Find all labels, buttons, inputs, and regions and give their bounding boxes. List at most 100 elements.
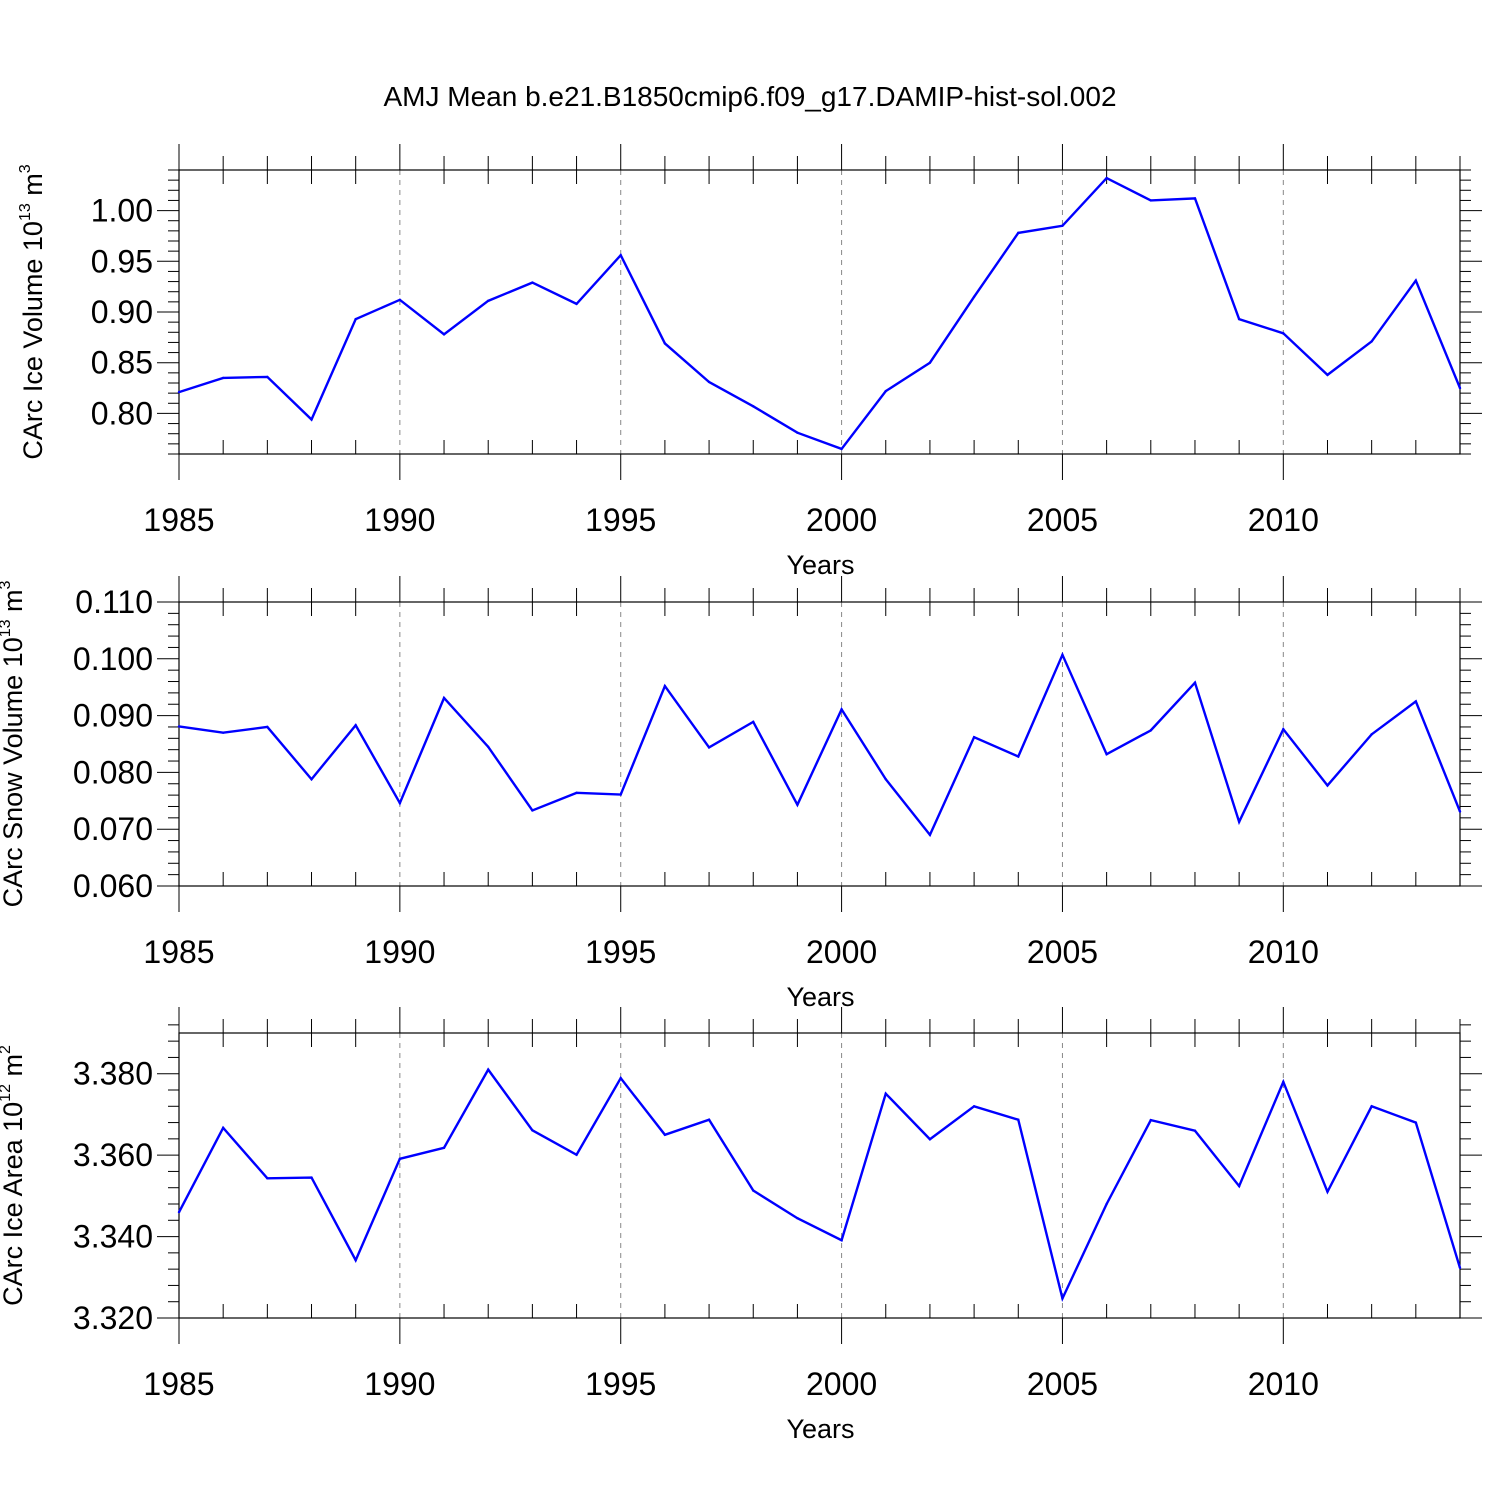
y-tick-label: 3.360 [73, 1137, 153, 1173]
y-tick-label: 0.060 [73, 868, 153, 904]
data-point [796, 803, 799, 806]
data-point [884, 778, 887, 781]
x-axis-label: Years [786, 982, 854, 1012]
data-point [928, 833, 932, 837]
y-label-space [0, 612, 28, 620]
data-point [707, 1118, 711, 1121]
y-axis-label: CArc Snow Volume 1013 m3 [0, 580, 28, 907]
series-line-ice-volume [178, 176, 1462, 451]
data-point [531, 281, 534, 284]
data-point [1237, 1184, 1241, 1188]
data-point [1017, 1118, 1020, 1121]
data-point [177, 1210, 181, 1214]
data-point [266, 375, 269, 379]
y-label-unit: m [18, 173, 48, 196]
x-tick-label: 2000 [806, 934, 877, 970]
data-point [575, 302, 578, 306]
data-point [928, 361, 932, 364]
data-point [752, 720, 755, 724]
panel-snow-volume: 1985 1990 1995 2000 2005 2010 0.060 0.070 0.080 0… [0, 576, 1482, 1012]
data-point [619, 254, 622, 257]
data-point [663, 1133, 667, 1136]
data-point [575, 791, 578, 795]
data-point [266, 1177, 269, 1180]
data-point [1326, 1190, 1329, 1193]
data-point [1458, 1266, 1462, 1270]
x-tick-label: 2000 [806, 502, 877, 538]
data-point [840, 1239, 843, 1242]
data-point [707, 380, 711, 384]
data-point [531, 809, 534, 812]
data-point [398, 1157, 402, 1161]
data-point [1282, 728, 1285, 731]
data-point [1237, 317, 1241, 321]
x-tick-label: 1985 [143, 1366, 214, 1402]
data-point [1105, 1202, 1108, 1206]
y-label-unit-exponent: 3 [17, 164, 34, 173]
x-tick-label: 1995 [585, 502, 656, 538]
y-tick-label: 0.80 [91, 395, 153, 431]
x-tick-label: 1990 [364, 1366, 435, 1402]
x-axis-label: Years [786, 550, 854, 580]
data-point [442, 696, 446, 700]
data-point [1370, 1105, 1373, 1108]
y-label-space [0, 1076, 28, 1084]
y-tick-label: 0.95 [91, 243, 153, 279]
y-tick-label: 0.110 [75, 584, 153, 620]
data-point [487, 299, 490, 303]
data-point [354, 724, 357, 727]
x-tick-label: 1990 [364, 502, 435, 538]
data-point [840, 447, 843, 451]
y-tick-label: 0.85 [91, 345, 153, 381]
data-point [1282, 332, 1285, 335]
x-tick-label: 2010 [1248, 1366, 1319, 1402]
y-tick-label: 0.090 [73, 698, 153, 734]
y-label-exponent: 12 [0, 1084, 14, 1102]
data-point [531, 1129, 534, 1132]
x-tick-label: 2005 [1027, 1366, 1098, 1402]
data-point [1193, 681, 1197, 684]
data-point [1149, 199, 1152, 202]
x-tick-label: 1995 [585, 934, 656, 970]
y-axis-label: CArc Ice Area 1012 m2 [0, 1045, 28, 1306]
data-point [884, 1092, 887, 1095]
y-label-text: CArc Ice Area 10 [0, 1102, 28, 1306]
y-label-unit-exponent: 2 [0, 1045, 14, 1054]
data-point [398, 801, 402, 805]
series-line-ice-area [177, 1067, 1462, 1303]
data-point [796, 431, 799, 434]
data-point [972, 295, 976, 298]
data-point [1458, 810, 1462, 813]
data-point [310, 778, 313, 781]
data-point [310, 418, 313, 421]
data-point [707, 746, 711, 749]
data-point [310, 1176, 313, 1179]
data-point [1414, 279, 1418, 282]
data-point [354, 317, 357, 321]
data-point [1414, 1121, 1418, 1124]
x-tick-label: 2010 [1248, 502, 1319, 538]
x-tick-label: 1985 [143, 502, 214, 538]
data-point [663, 342, 667, 345]
data-point [1370, 340, 1373, 343]
data-point [619, 1076, 622, 1080]
y-label-unit: m [0, 589, 28, 612]
data-point [884, 389, 887, 393]
data-point [575, 1153, 578, 1156]
data-point [487, 1068, 490, 1071]
data-point [1326, 784, 1329, 787]
y-tick-label: 3.340 [73, 1219, 153, 1255]
data-point [177, 725, 181, 728]
x-axis-label: Years [786, 1414, 854, 1444]
data-point [1105, 176, 1108, 180]
data-point [796, 1217, 799, 1220]
data-point [1282, 1080, 1285, 1084]
data-point [972, 735, 976, 739]
x-tick-label: 2010 [1248, 934, 1319, 970]
data-point [752, 405, 755, 408]
data-point [1458, 386, 1462, 390]
x-tick-label: 1985 [143, 934, 214, 970]
y-label-exponent: 13 [17, 203, 34, 221]
